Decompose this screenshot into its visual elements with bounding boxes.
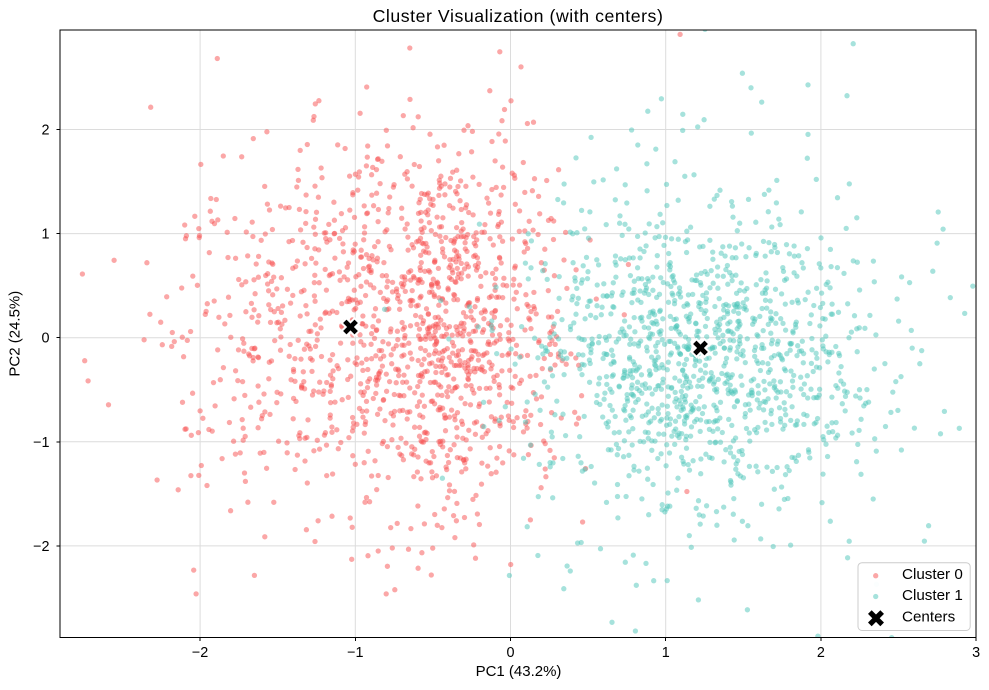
svg-text:Cluster 1: Cluster 1	[902, 587, 963, 604]
svg-text:Cluster 0: Cluster 0	[902, 566, 963, 583]
svg-text:−1: −1	[347, 645, 363, 661]
svg-text:0: 0	[41, 331, 49, 347]
svg-text:1: 1	[41, 227, 49, 243]
svg-text:Cluster Visualization (with ce: Cluster Visualization (with centers)	[373, 6, 664, 26]
svg-text:2: 2	[41, 123, 49, 139]
svg-text:0: 0	[506, 645, 514, 661]
svg-text:−1: −1	[33, 435, 49, 451]
svg-text:2: 2	[817, 645, 825, 661]
svg-text:PC2 (24.5%): PC2 (24.5%)	[6, 291, 23, 377]
svg-text:PC1 (43.2%): PC1 (43.2%)	[476, 663, 562, 680]
svg-text:−2: −2	[33, 539, 49, 555]
svg-text:Centers: Centers	[902, 608, 956, 625]
svg-text:1: 1	[662, 645, 670, 661]
svg-text:3: 3	[972, 645, 980, 661]
svg-text:−2: −2	[192, 645, 208, 661]
